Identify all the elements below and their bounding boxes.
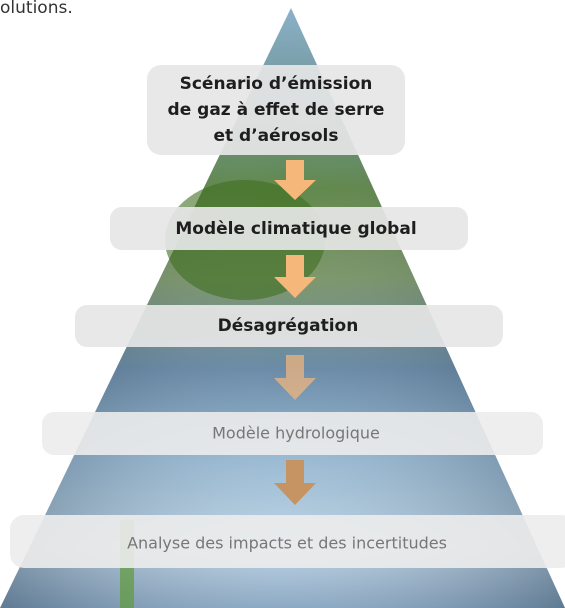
node-label: Scénario d’émission <box>180 74 373 94</box>
text-fragment: olutions. <box>0 0 73 18</box>
node-label: et d’aérosols <box>213 126 338 146</box>
node-label: Désagrégation <box>218 316 359 336</box>
page: olutions. Scénario d’émission de gaz à e… <box>0 0 565 608</box>
diagram: olutions. Scénario d’émission de gaz à e… <box>0 0 565 608</box>
node-label: de gaz à effet de serre <box>168 100 385 120</box>
node-label: Modèle climatique global <box>175 219 416 239</box>
node-label: Analyse des impacts et des incertitudes <box>127 534 447 553</box>
node-label: Modèle hydrologique <box>212 424 380 443</box>
